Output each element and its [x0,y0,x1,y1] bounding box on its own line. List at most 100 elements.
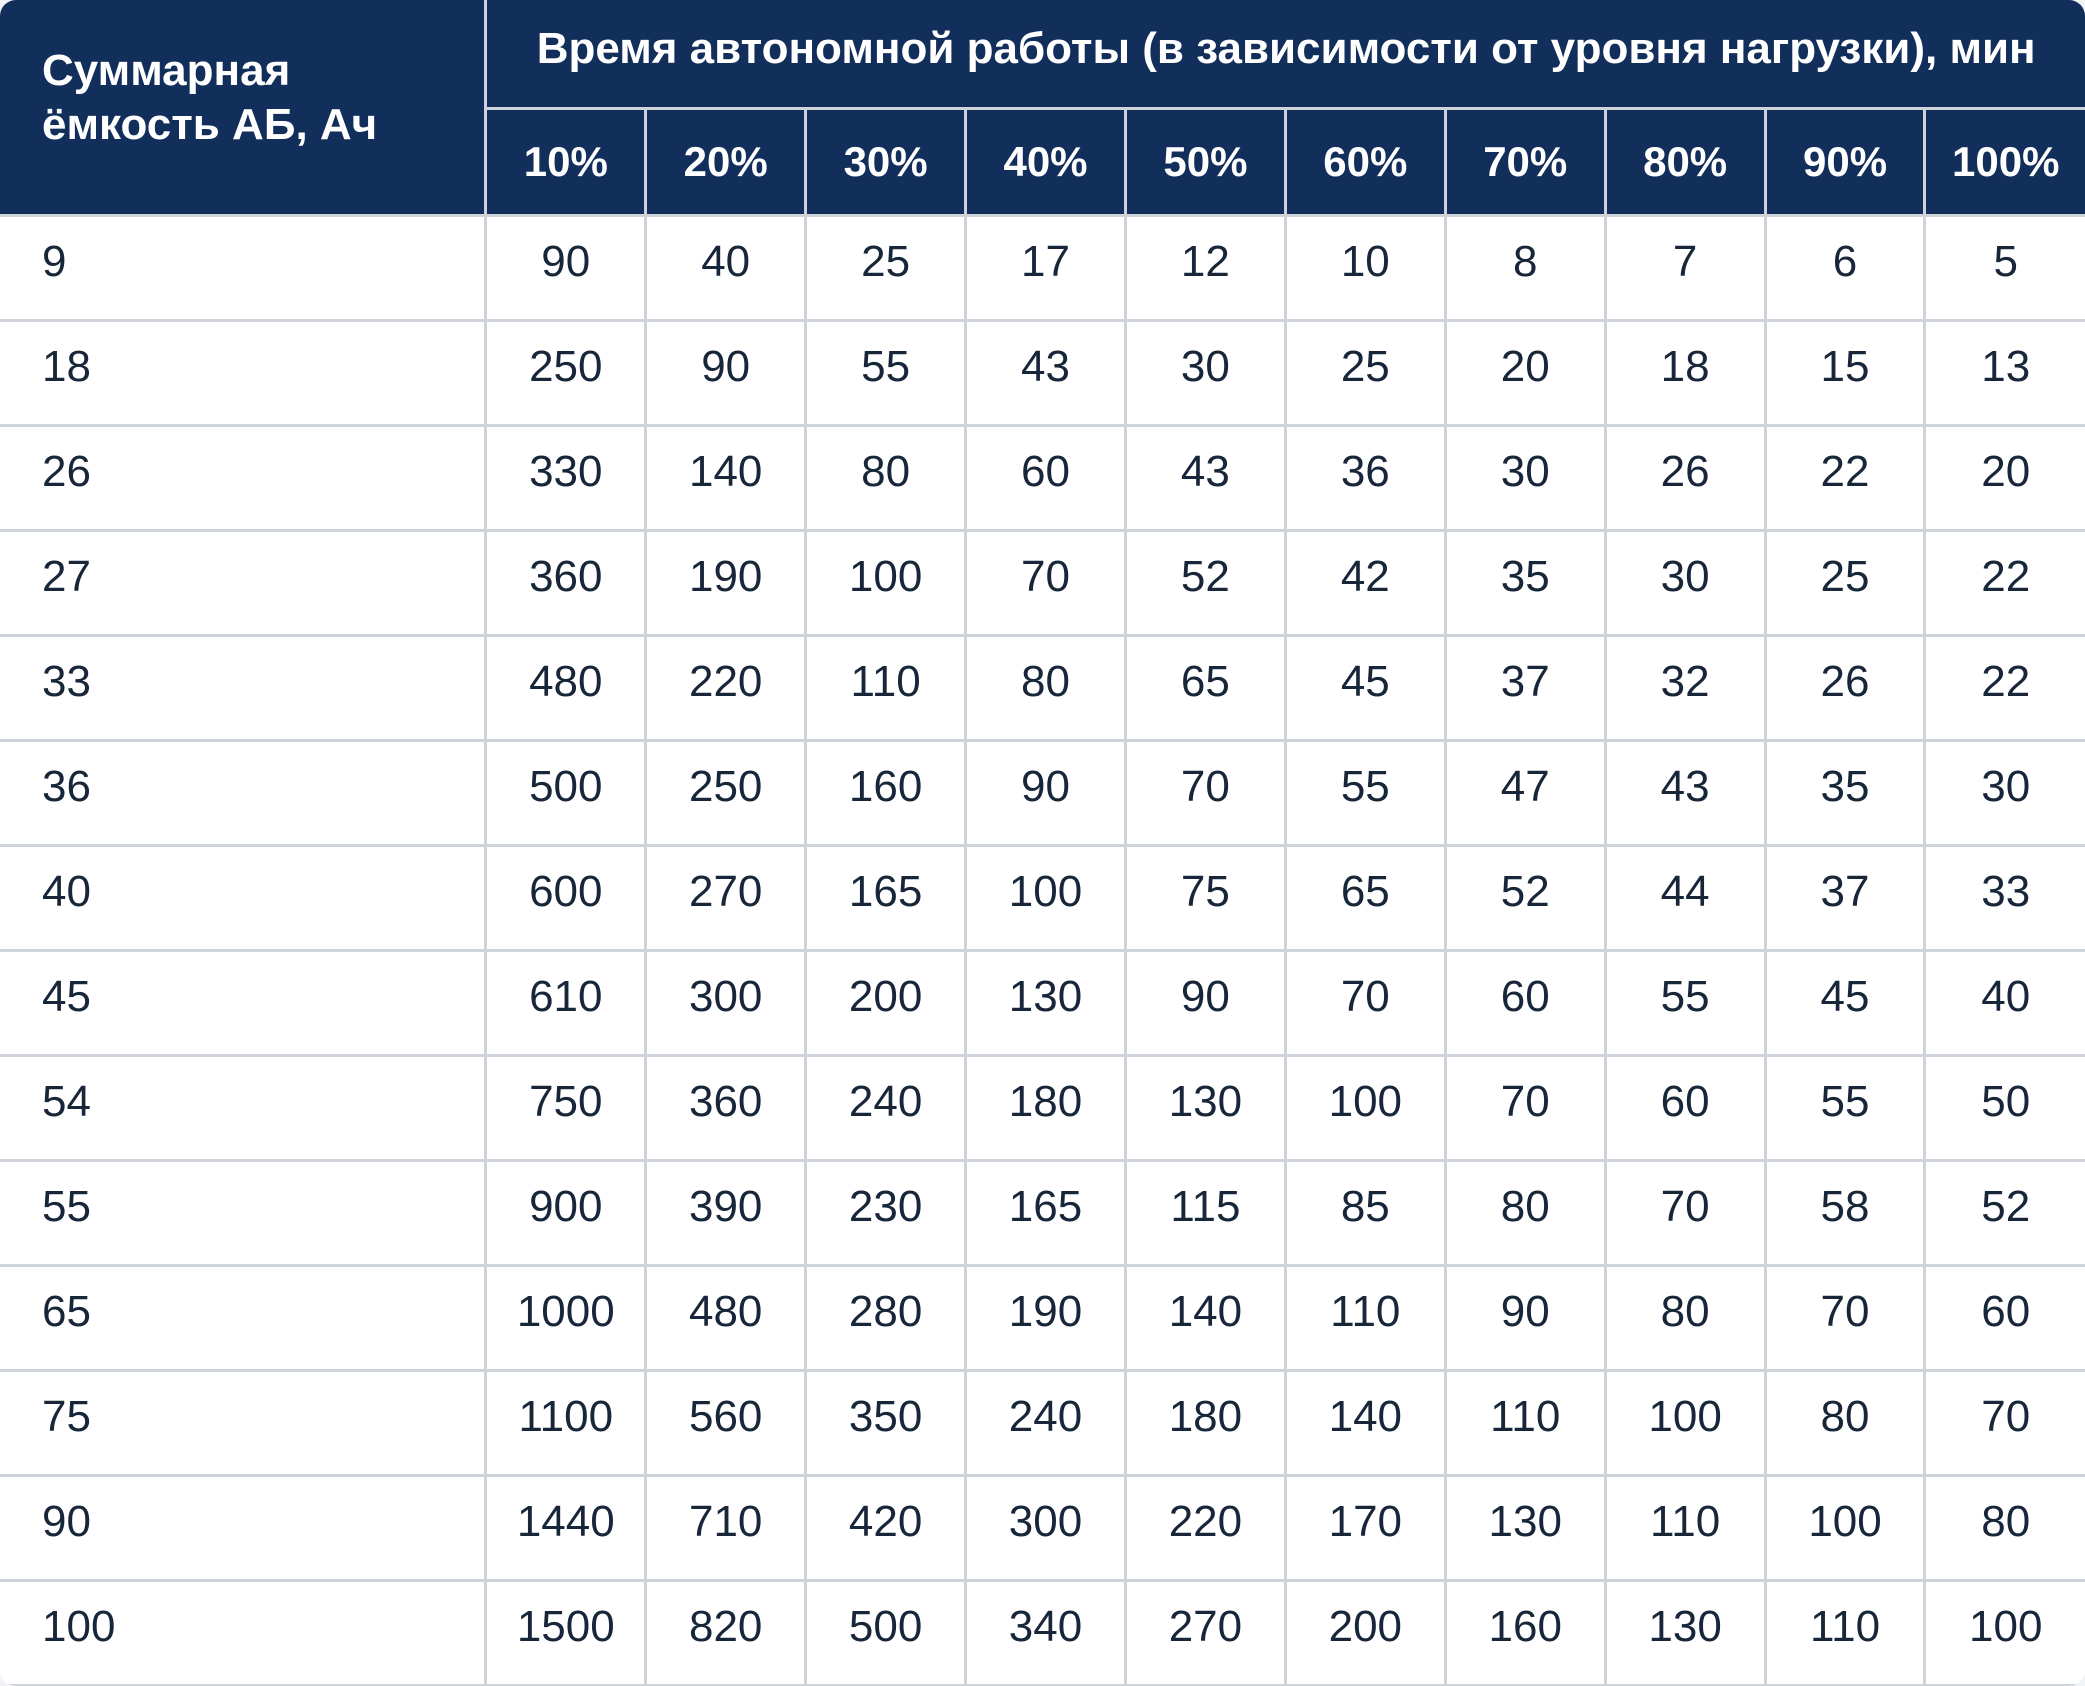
autonomy-value-cell: 22 [1924,530,2085,637]
autonomy-value-cell: 140 [1285,1370,1447,1477]
autonomy-value-cell: 70 [965,530,1127,637]
header-row-top: Суммарная ёмкость АБ, Ач Время автономно… [0,0,2085,217]
autonomy-value-cell: 70 [1285,950,1447,1057]
autonomy-value-cell: 165 [805,845,968,952]
autonomy-value-cell: 70 [1605,1160,1767,1267]
autonomy-value-cell: 65 [1125,635,1287,742]
autonomy-value-cell: 30 [1924,740,2085,847]
capacity-cell: 18 [0,320,488,427]
autonomy-value-cell: 75 [1125,845,1287,952]
capacity-cell: 36 [0,740,488,847]
capacity-cell: 54 [0,1055,488,1162]
autonomy-value-cell: 25 [1765,530,1927,637]
autonomy-value-cell: 80 [805,425,968,532]
load-level-header: 50% [1125,108,1287,217]
autonomy-value-cell: 80 [1445,1160,1607,1267]
autonomy-value-cell: 165 [965,1160,1127,1267]
load-level-header: 30% [805,108,968,217]
autonomy-value-cell: 42 [1285,530,1447,637]
autonomy-value-cell: 37 [1445,635,1607,742]
autonomy-value-cell: 330 [485,425,648,532]
autonomy-value-cell: 350 [805,1370,968,1477]
autonomy-value-cell: 25 [805,215,968,322]
autonomy-value-cell: 100 [805,530,968,637]
autonomy-value-cell: 820 [645,1580,808,1686]
autonomy-title-header: Время автономной работы (в зависимости о… [485,0,2085,110]
capacity-column-header: Суммарная ёмкость АБ, Ач [0,0,488,217]
autonomy-value-cell: 360 [645,1055,808,1162]
load-level-header: 60% [1285,108,1447,217]
autonomy-value-cell: 32 [1605,635,1767,742]
autonomy-value-cell: 58 [1765,1160,1927,1267]
autonomy-value-cell: 13 [1924,320,2085,427]
autonomy-value-cell: 480 [645,1265,808,1372]
autonomy-value-cell: 90 [1125,950,1287,1057]
autonomy-value-cell: 220 [645,635,808,742]
autonomy-value-cell: 43 [965,320,1127,427]
table-row: 100 1500 820 500 340 270 200 160 130 110 100 [0,1580,2085,1686]
autonomy-value-cell: 1000 [485,1265,648,1372]
autonomy-value-cell: 40 [1924,950,2085,1057]
autonomy-value-cell: 36 [1285,425,1447,532]
autonomy-value-cell: 110 [805,635,968,742]
autonomy-value-cell: 26 [1605,425,1767,532]
autonomy-value-cell: 100 [965,845,1127,952]
autonomy-value-cell: 750 [485,1055,648,1162]
autonomy-value-cell: 610 [485,950,648,1057]
autonomy-value-cell: 7 [1605,215,1767,322]
autonomy-value-cell: 52 [1924,1160,2085,1267]
autonomy-value-cell: 26 [1765,635,1927,742]
autonomy-value-cell: 43 [1125,425,1287,532]
autonomy-value-cell: 130 [1125,1055,1287,1162]
autonomy-value-cell: 52 [1125,530,1287,637]
autonomy-value-cell: 300 [645,950,808,1057]
autonomy-value-cell: 22 [1924,635,2085,742]
autonomy-value-cell: 200 [1285,1580,1447,1686]
autonomy-value-cell: 115 [1125,1160,1287,1267]
autonomy-value-cell: 33 [1924,845,2085,952]
autonomy-value-cell: 270 [645,845,808,952]
table-body: 9 90 40 25 17 12 10 8 7 6 5 18 250 90 55 43 30 25 20 18 15 13… [0,215,2085,1686]
autonomy-value-cell: 40 [645,215,808,322]
autonomy-value-cell: 90 [645,320,808,427]
table-row: 26 330 140 80 60 43 36 30 26 22 20 [0,425,2085,532]
table-row: 75 1100 560 350 240 180 140 110 100 80 70 [0,1370,2085,1477]
autonomy-value-cell: 280 [805,1265,968,1372]
autonomy-value-cell: 190 [645,530,808,637]
autonomy-value-cell: 600 [485,845,648,952]
autonomy-value-cell: 110 [1765,1580,1927,1686]
table-row: 33 480 220 110 80 65 45 37 32 26 22 [0,635,2085,742]
load-level-header: 20% [645,108,808,217]
autonomy-value-cell: 22 [1765,425,1927,532]
autonomy-value-cell: 500 [485,740,648,847]
table-row: 36 500 250 160 90 70 55 47 43 35 30 [0,740,2085,847]
capacity-cell: 33 [0,635,488,742]
autonomy-value-cell: 100 [1285,1055,1447,1162]
autonomy-value-cell: 47 [1445,740,1607,847]
autonomy-value-cell: 500 [805,1580,968,1686]
autonomy-value-cell: 140 [1125,1265,1287,1372]
autonomy-value-cell: 100 [1924,1580,2085,1686]
autonomy-value-cell: 35 [1445,530,1607,637]
autonomy-value-cell: 240 [965,1370,1127,1477]
capacity-cell: 26 [0,425,488,532]
table-header: Суммарная ёмкость АБ, Ач Время автономно… [0,0,2085,217]
autonomy-value-cell: 44 [1605,845,1767,952]
autonomy-value-cell: 80 [1765,1370,1927,1477]
autonomy-value-cell: 52 [1445,845,1607,952]
table-row: 65 1000 480 280 190 140 110 90 80 70 60 [0,1265,2085,1372]
autonomy-value-cell: 270 [1125,1580,1287,1686]
autonomy-value-cell: 60 [1445,950,1607,1057]
autonomy-value-cell: 1440 [485,1475,648,1582]
autonomy-value-cell: 420 [805,1475,968,1582]
autonomy-value-cell: 10 [1285,215,1447,322]
autonomy-value-cell: 17 [965,215,1127,322]
autonomy-value-cell: 55 [1285,740,1447,847]
load-level-header: 90% [1765,108,1927,217]
capacity-cell: 100 [0,1580,488,1686]
autonomy-value-cell: 25 [1285,320,1447,427]
autonomy-value-cell: 15 [1765,320,1927,427]
table-row: 27 360 190 100 70 52 42 35 30 25 22 [0,530,2085,637]
autonomy-value-cell: 140 [645,425,808,532]
